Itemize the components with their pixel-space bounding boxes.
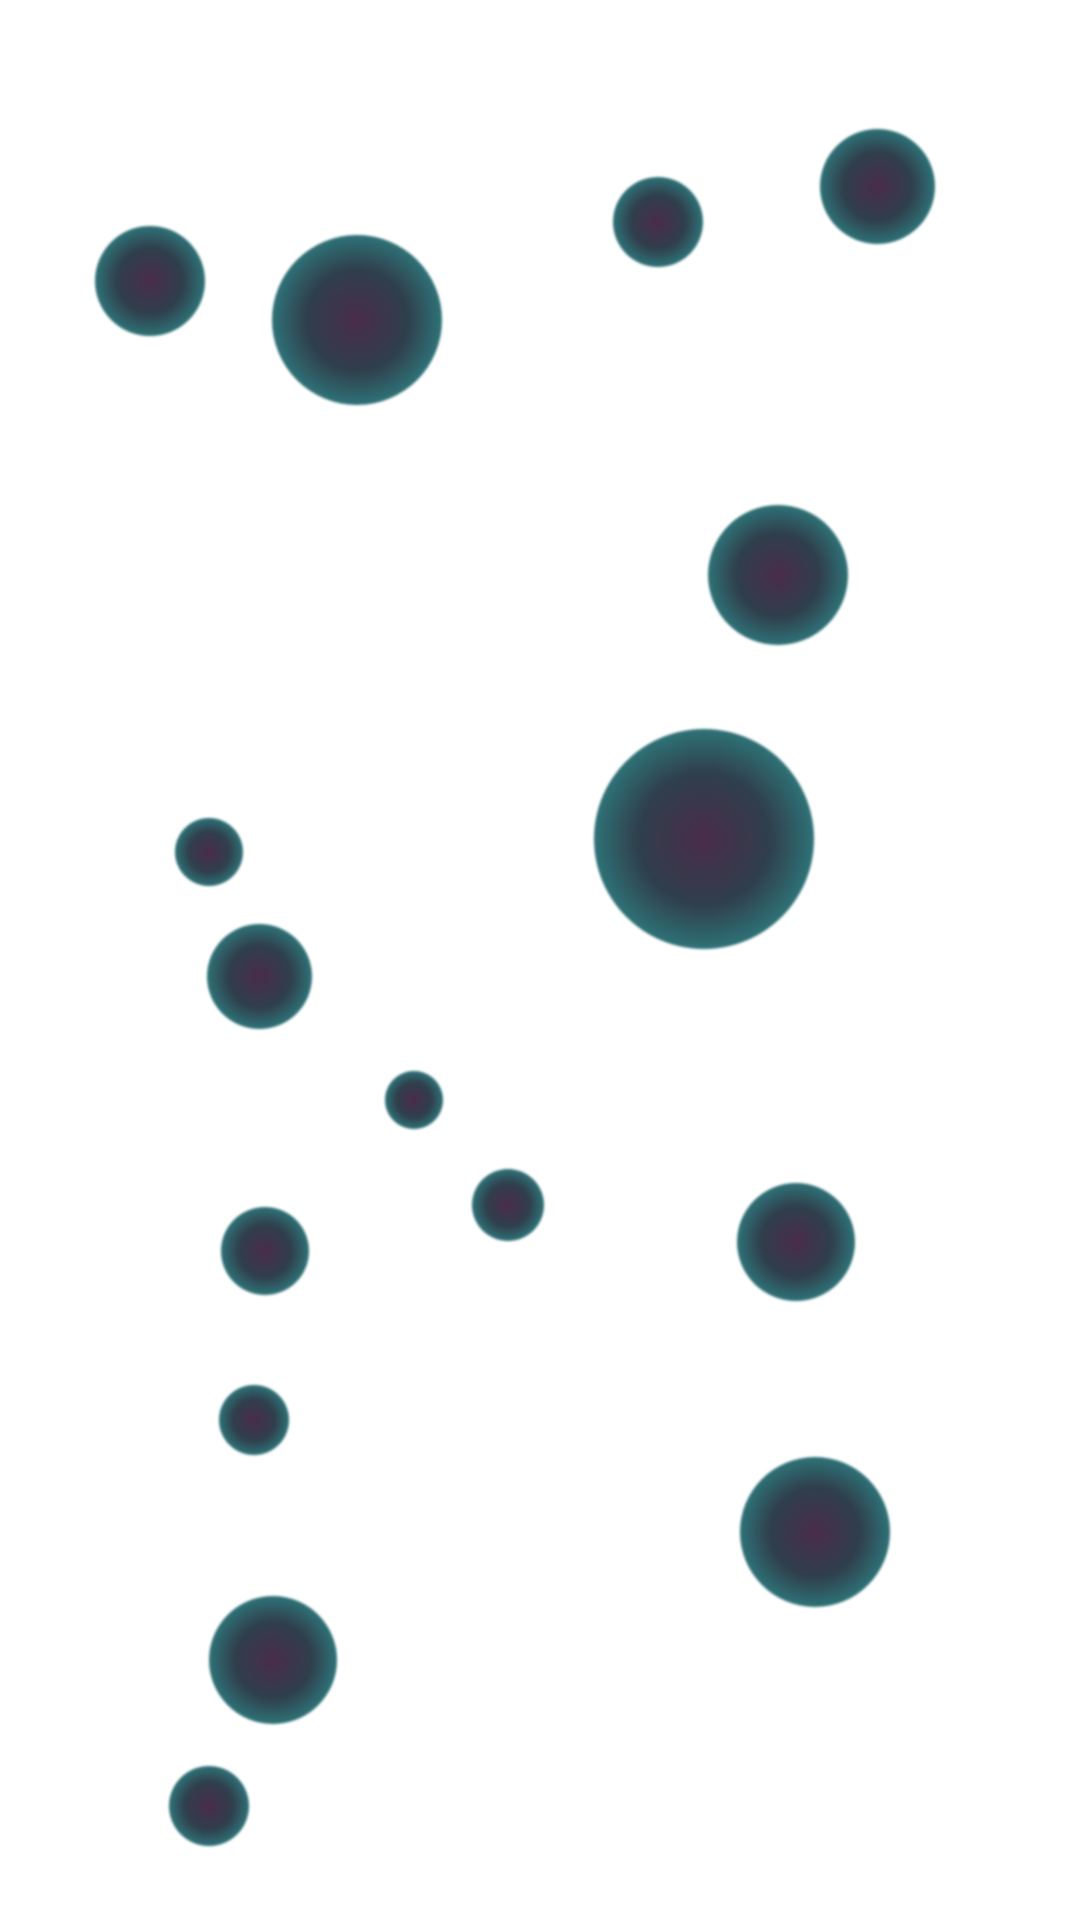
orb-6 <box>594 729 814 949</box>
orb-2 <box>272 235 442 405</box>
orb-15 <box>209 1596 337 1724</box>
orb-16 <box>169 1766 249 1846</box>
orb-7 <box>175 818 243 886</box>
orb-3 <box>613 177 703 267</box>
orb-12 <box>737 1183 855 1301</box>
orb-5 <box>708 505 848 645</box>
orb-4 <box>819 128 935 244</box>
orb-13 <box>219 1385 289 1455</box>
orb-1 <box>95 226 205 336</box>
orb-10 <box>472 1169 544 1241</box>
orb-14 <box>740 1457 890 1607</box>
orb-11 <box>221 1207 309 1295</box>
orb-8 <box>206 923 312 1029</box>
orb-9 <box>385 1071 443 1129</box>
